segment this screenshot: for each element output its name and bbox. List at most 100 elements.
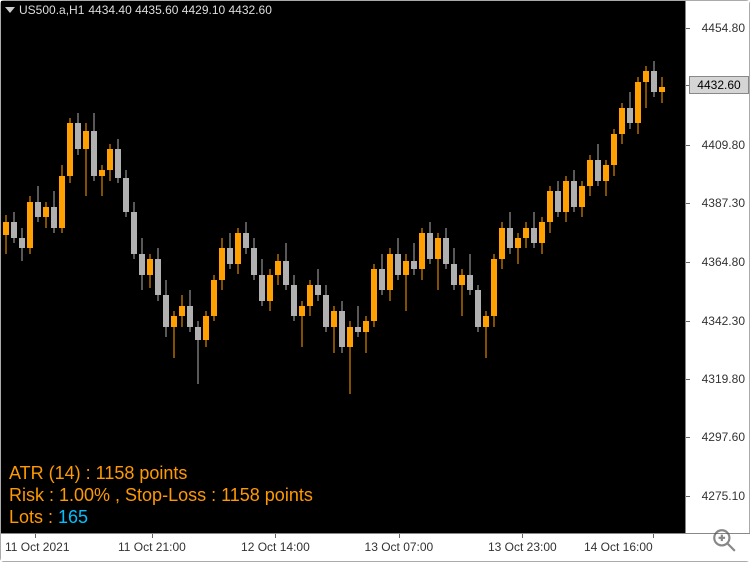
candle	[27, 1, 33, 535]
candle	[595, 1, 601, 535]
zoom-icon[interactable]	[711, 527, 737, 553]
candle	[259, 1, 265, 535]
x-tick-label: 14 Oct 16:00	[584, 540, 653, 554]
candle	[243, 1, 249, 535]
candle	[235, 1, 241, 535]
candle	[35, 1, 41, 535]
candle	[179, 1, 185, 535]
candle	[603, 1, 609, 535]
candle	[419, 1, 425, 535]
candle	[467, 1, 473, 535]
candle	[139, 1, 145, 535]
candle	[395, 1, 401, 535]
candle	[163, 1, 169, 535]
candle	[19, 1, 25, 535]
candle	[331, 1, 337, 535]
candle	[563, 1, 569, 535]
current-price-marker: 4432.60	[689, 76, 749, 94]
candle	[387, 1, 393, 535]
candle	[115, 1, 121, 535]
candle	[635, 1, 641, 535]
chart-title-bar[interactable]: US500.a,H1 4434.40 4435.60 4429.10 4432.…	[5, 3, 272, 17]
candle	[99, 1, 105, 535]
y-axis: 4454.80 4432.60 4409.80 4387.30 4364.80 4342.…	[685, 1, 749, 535]
candle	[123, 1, 129, 535]
candle	[403, 1, 409, 535]
candle	[251, 1, 257, 535]
candle	[619, 1, 625, 535]
candle	[91, 1, 97, 535]
candle	[499, 1, 505, 535]
candle	[299, 1, 305, 535]
candle	[267, 1, 273, 535]
candle	[155, 1, 161, 535]
candle	[43, 1, 49, 535]
candle	[643, 1, 649, 535]
candle	[131, 1, 137, 535]
candle	[275, 1, 281, 535]
x-tick-label: 13 Oct 07:00	[365, 540, 434, 554]
candle	[547, 1, 553, 535]
chevron-down-icon	[5, 7, 15, 13]
candle	[443, 1, 449, 535]
candle	[323, 1, 329, 535]
candle	[347, 1, 353, 535]
candle	[363, 1, 369, 535]
candle	[315, 1, 321, 535]
candle	[379, 1, 385, 535]
candle	[651, 1, 657, 535]
candle	[483, 1, 489, 535]
x-tick-label: 11 Oct 21:00	[118, 540, 186, 554]
y-tick-label: 4319.80	[702, 372, 745, 386]
indicator-text: Risk : 1.00% , Stop-Loss : 1158 points	[9, 485, 313, 506]
candle	[539, 1, 545, 535]
candle	[195, 1, 201, 535]
candle	[147, 1, 153, 535]
candle	[187, 1, 193, 535]
candle	[659, 1, 665, 535]
candle	[531, 1, 537, 535]
candle	[3, 1, 9, 535]
ohlc-label: 4434.40 4435.60 4429.10 4432.60	[88, 3, 272, 17]
candle	[355, 1, 361, 535]
x-tick-label: 12 Oct 14:00	[241, 540, 310, 554]
candle	[371, 1, 377, 535]
candle	[67, 1, 73, 535]
candle	[107, 1, 113, 535]
candle	[523, 1, 529, 535]
x-tick-label: 11 Oct 2021	[5, 540, 70, 554]
candle	[451, 1, 457, 535]
candle	[491, 1, 497, 535]
chart-container: US500.a,H1 4434.40 4435.60 4429.10 4432.…	[0, 0, 750, 562]
candle	[555, 1, 561, 535]
y-tick-label: 4342.30	[702, 314, 745, 328]
candle	[11, 1, 17, 535]
indicator-text: Lots : 165	[9, 507, 88, 528]
candle	[427, 1, 433, 535]
candle	[75, 1, 81, 535]
y-tick-label: 4409.80	[702, 138, 745, 152]
plot-area[interactable]: US500.a,H1 4434.40 4435.60 4429.10 4432.…	[1, 1, 687, 535]
candle	[627, 1, 633, 535]
candle	[219, 1, 225, 535]
candle	[83, 1, 89, 535]
candle	[211, 1, 217, 535]
candle	[339, 1, 345, 535]
candle	[459, 1, 465, 535]
indicator-text: ATR (14) : 1158 points	[9, 463, 187, 484]
y-tick-label: 4387.30	[702, 196, 745, 210]
candle	[203, 1, 209, 535]
candle	[515, 1, 521, 535]
candle	[291, 1, 297, 535]
candle	[227, 1, 233, 535]
y-tick-label: 4454.80	[702, 21, 745, 35]
candle	[587, 1, 593, 535]
candle	[51, 1, 57, 535]
candle	[435, 1, 441, 535]
x-tick-label: 13 Oct 23:00	[488, 540, 557, 554]
candle	[171, 1, 177, 535]
y-tick-label: 4297.60	[702, 430, 745, 444]
candle	[59, 1, 65, 535]
candle	[283, 1, 289, 535]
y-tick-label: 4364.80	[702, 255, 745, 269]
